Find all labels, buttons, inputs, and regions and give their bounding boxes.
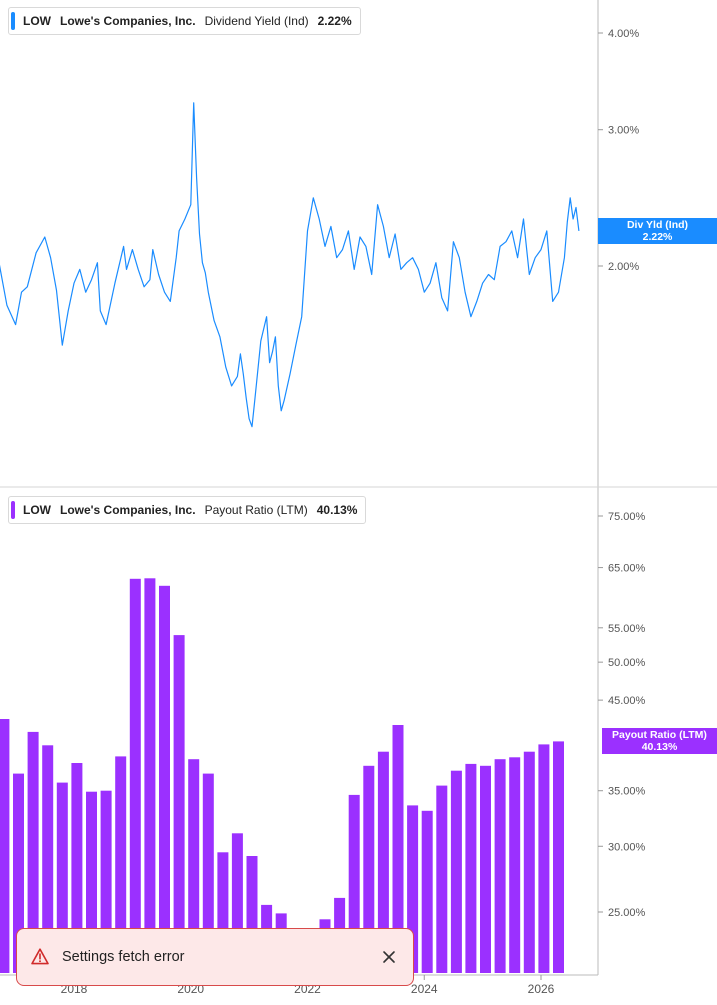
payout-bar [115,756,127,973]
payout-ratio-legend[interactable]: LOW Lowe's Companies, Inc. Payout Ratio … [8,496,367,524]
legend-value: 40.13% [316,503,358,517]
y-tick-label: 55.00% [608,623,646,635]
legend-metric: Dividend Yield (Ind) [204,14,309,28]
payout-bar [392,725,404,973]
dividend-yield-line [0,102,580,428]
payout-bar [100,790,112,973]
warning-icon [31,948,49,965]
payout-bar [436,785,448,973]
payout-bar [523,751,535,973]
payout-bar [159,585,170,973]
payout-bar [144,578,156,973]
payout-bar [480,765,491,973]
payout-bar [202,773,214,973]
legend-value: 2.22% [317,14,352,28]
payout-bar [509,757,521,973]
y-tick-label: 25.00% [608,907,646,919]
payout-bar [86,791,97,973]
x-tick-label: 2026 [528,982,555,996]
payout-bar [421,810,433,973]
dividend-yield-value-tag: Div Yld (Ind) 2.22% [598,217,717,244]
tag-value: 2.22% [642,230,673,243]
y-tick-label: 65.00% [608,563,646,575]
payout-bar [217,852,229,973]
dividend-yield-legend[interactable]: LOW Lowe's Companies, Inc. Dividend Yiel… [8,7,361,35]
payout-bar [27,731,39,973]
y-tick-label: 45.00% [608,695,646,707]
payout-bar [407,805,419,973]
payout-bar [246,856,258,973]
payout-bar [188,759,200,973]
close-icon[interactable] [381,949,397,965]
y-tick-label: 3.00% [608,125,639,137]
y-tick-label: 30.00% [608,841,646,853]
payout-bar [56,782,68,973]
y-tick-label: 2.00% [608,261,639,273]
y-tick-label: 4.00% [608,28,639,40]
payout-bar [42,745,54,973]
error-toast: Settings fetch error [16,928,414,986]
dividend-yield-panel [0,102,580,428]
payout-bar [465,763,477,973]
payout-bar [231,833,243,973]
payout-bar [450,770,462,973]
payout-bar [553,741,564,973]
payout-bar [129,578,141,973]
payout-bar [494,759,506,973]
legend-ticker: LOW [23,503,51,517]
payout-bar [0,719,10,973]
payout-bar [538,744,550,973]
y-tick-label: 75.00% [608,511,646,523]
tag-value: 40.13% [641,741,678,754]
x-tick-label: 2024 [411,982,438,996]
legend-company: Lowe's Companies, Inc. [60,14,196,28]
payout-bar [348,794,360,973]
payout-bar [13,773,24,973]
legend-company: Lowe's Companies, Inc. [60,503,196,517]
payout-bar [377,751,389,973]
toast-message: Settings fetch error [62,949,185,965]
payout-ratio-value-tag: Payout Ratio (LTM) 40.13% [602,728,717,755]
legend-metric: Payout Ratio (LTM) [204,503,308,517]
y-tick-label: 50.00% [608,657,646,669]
y-tick-label: 35.00% [608,786,646,798]
tag-label: Div Yld (Ind) [626,218,689,231]
legend-ticker: LOW [23,14,51,28]
payout-bar [363,765,375,973]
payout-bar [71,763,83,973]
tag-label: Payout Ratio (LTM) [612,729,707,742]
payout-bar [173,635,185,973]
series-color-marker [11,12,15,30]
payout-ratio-panel [0,578,564,973]
series-color-marker [11,501,15,519]
